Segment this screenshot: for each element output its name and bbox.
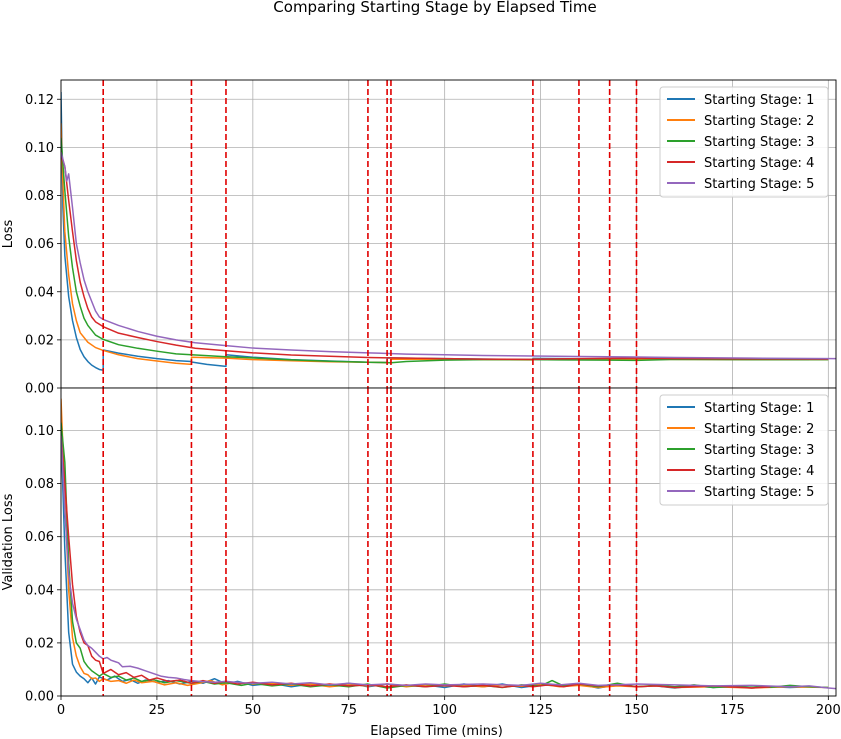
bottom-y-tick-label: 0.04 (25, 583, 54, 598)
bottom-legend-label-stage-2: Starting Stage: 2 (704, 422, 814, 437)
bottom-x-tick-label: 75 (340, 703, 357, 718)
bottom-x-tick-label: 125 (528, 703, 553, 718)
top-y-tick-label: 0.08 (25, 189, 54, 204)
top-series-group (61, 80, 836, 388)
bottom-y-tick-label: 0.06 (25, 530, 54, 545)
chart-title: Comparing Starting Stage by Elapsed Time (273, 0, 596, 16)
bottom-y-tick-label: 0.00 (25, 690, 54, 705)
top-series-line-stage-4 (61, 154, 829, 361)
bottom-x-axis-label: Elapsed Time (mins) (370, 724, 503, 739)
top-y-tick-label: 0.02 (25, 333, 54, 348)
bottom-axes: 0.00 0.02 0.04 0.06 0.08 0.10 0 25 50 75 100 125 150… (1, 387, 841, 739)
bottom-series-line-stage-5 (61, 435, 836, 690)
top-y-tick-label: 0.06 (25, 237, 54, 252)
bottom-x-tick-label: 175 (720, 703, 745, 718)
top-series-line-stage-5 (61, 151, 836, 360)
top-legend-label-stage-5: Starting Stage: 5 (704, 177, 814, 192)
top-legend-label-stage-2: Starting Stage: 2 (704, 114, 814, 129)
bottom-x-tick-label: 150 (624, 703, 649, 718)
top-y-axis-label: Loss (1, 220, 16, 249)
bottom-axes-frame (60, 387, 837, 697)
bottom-x-tick-label: 50 (245, 703, 262, 718)
bottom-y-tick-label: 0.08 (25, 477, 54, 492)
bottom-series-group (61, 388, 836, 696)
top-legend-label-stage-4: Starting Stage: 4 (704, 156, 814, 171)
bottom-x-tick-label: 100 (432, 703, 457, 718)
top-y-tick-label: 0.10 (25, 141, 54, 156)
top-series-line-stage-3 (61, 137, 829, 364)
bottom-x-tick-label: 0 (57, 703, 65, 718)
bottom-y-tick-label: 0.10 (25, 424, 54, 439)
bottom-legend-box (659, 394, 829, 506)
bottom-y-axis-label: Validation Loss (1, 493, 16, 590)
top-y-tick-label: 0.12 (25, 93, 54, 108)
top-legend-label-stage-1: Starting Stage: 1 (704, 93, 814, 108)
bottom-legend-label-stage-4: Starting Stage: 4 (704, 464, 814, 479)
bottom-series-line-stage-4 (61, 435, 771, 689)
top-legend-label-stage-3: Starting Stage: 3 (704, 135, 814, 150)
bottom-y-tick-label: 0.02 (25, 636, 54, 651)
bottom-legend-label-stage-5: Starting Stage: 5 (704, 485, 814, 500)
top-y-tick-label: 0.00 (25, 382, 54, 397)
bottom-x-tick-label: 200 (816, 703, 841, 718)
bottom-legend: Starting Stage: 1 Starting Stage: 2 Starti… (659, 394, 829, 506)
top-legend-box (659, 86, 829, 198)
top-axes: 0.00 0.02 0.04 0.06 0.08 0.10 0.12 Loss Starting… (1, 79, 837, 397)
top-legend: Starting Stage: 1 Starting Stage: 2 Starti… (659, 86, 829, 198)
bottom-legend-label-stage-1: Starting Stage: 1 (704, 401, 814, 416)
bottom-x-tick-label: 25 (149, 703, 166, 718)
bottom-legend-label-stage-3: Starting Stage: 3 (704, 443, 814, 458)
top-y-tick-label: 0.04 (25, 285, 54, 300)
